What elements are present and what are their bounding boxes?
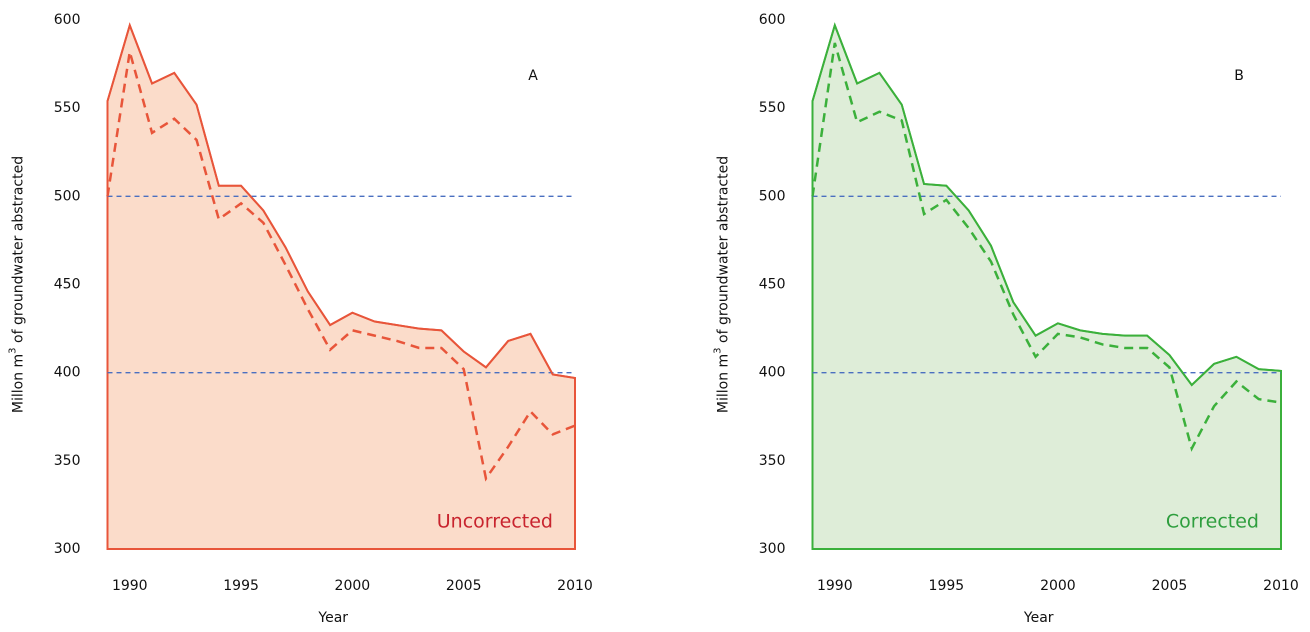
x-tick-label: 1990 [817, 578, 853, 594]
y-tick-label: 400 [54, 365, 81, 381]
panel-label: A [528, 68, 538, 84]
y-tick-label: 450 [54, 277, 81, 293]
y-tick-label: 450 [759, 277, 786, 293]
x-tick-label: 2000 [1040, 578, 1076, 594]
y-tick-label: 350 [759, 453, 786, 469]
x-tick-label: 2010 [557, 578, 593, 594]
x-tick-label: 2000 [335, 578, 371, 594]
x-tick-label: 1995 [929, 578, 965, 594]
y-tick-label: 500 [759, 188, 786, 204]
y-tick-label: 600 [759, 12, 786, 28]
x-tick-label: 1995 [223, 578, 259, 594]
area-fill [106, 22, 576, 550]
y-axis-label-part: of groundwater abstracted [11, 156, 27, 348]
y-axis-label-part: Millon m [716, 354, 732, 413]
x-tick-label: 2005 [446, 578, 482, 594]
line [811, 22, 1282, 387]
dashed-line [106, 51, 576, 482]
x-tick-label: 1990 [112, 578, 148, 594]
y-tick-label: 350 [54, 453, 81, 469]
panel: 300 350 400 450 500 550 600 1990 1995 2000 2005 201… [8, 12, 593, 626]
y-tick-label: 300 [759, 541, 786, 557]
x-tick-label: 2005 [1152, 578, 1188, 594]
y-axis-label: Millon m3 of groundwater abstracted [8, 156, 27, 413]
annotation: Uncorrected [437, 511, 553, 533]
x-axis-label: Year [1023, 610, 1054, 626]
y-tick-label: 400 [759, 365, 786, 381]
dashed-line [811, 42, 1282, 452]
y-axis-label-part: of groundwater abstracted [716, 156, 732, 348]
y-tick-label: 550 [759, 100, 786, 116]
y-axis-label-part: 3 [713, 347, 724, 353]
annotation: Corrected [1166, 511, 1259, 533]
y-tick-label: 500 [54, 188, 81, 204]
x-tick-label: 2010 [1263, 578, 1299, 594]
y-tick-label: 300 [54, 541, 81, 557]
y-axis-label: Millon m3 of groundwater abstracted [713, 156, 732, 413]
panel-label: B [1234, 68, 1244, 84]
line [106, 22, 576, 379]
panel: 300 350 400 450 500 550 600 1990 1995 2000 2005 201… [713, 12, 1299, 626]
y-tick-label: 600 [54, 12, 81, 28]
y-axis-label-part: 3 [8, 347, 19, 353]
y-tick-label: 550 [54, 100, 81, 116]
area-fill [811, 22, 1282, 550]
x-axis-label: Year [317, 610, 348, 626]
y-axis-label-part: Millon m [11, 354, 27, 413]
